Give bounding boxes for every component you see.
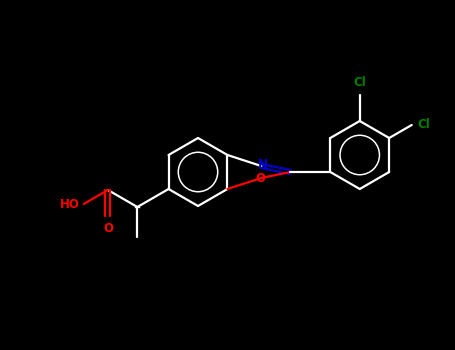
Text: HO: HO [60,197,80,210]
Text: O: O [255,173,265,186]
Text: N: N [258,158,268,170]
Text: Cl: Cl [354,76,366,89]
Text: Cl: Cl [418,119,430,132]
Text: O: O [103,222,113,235]
